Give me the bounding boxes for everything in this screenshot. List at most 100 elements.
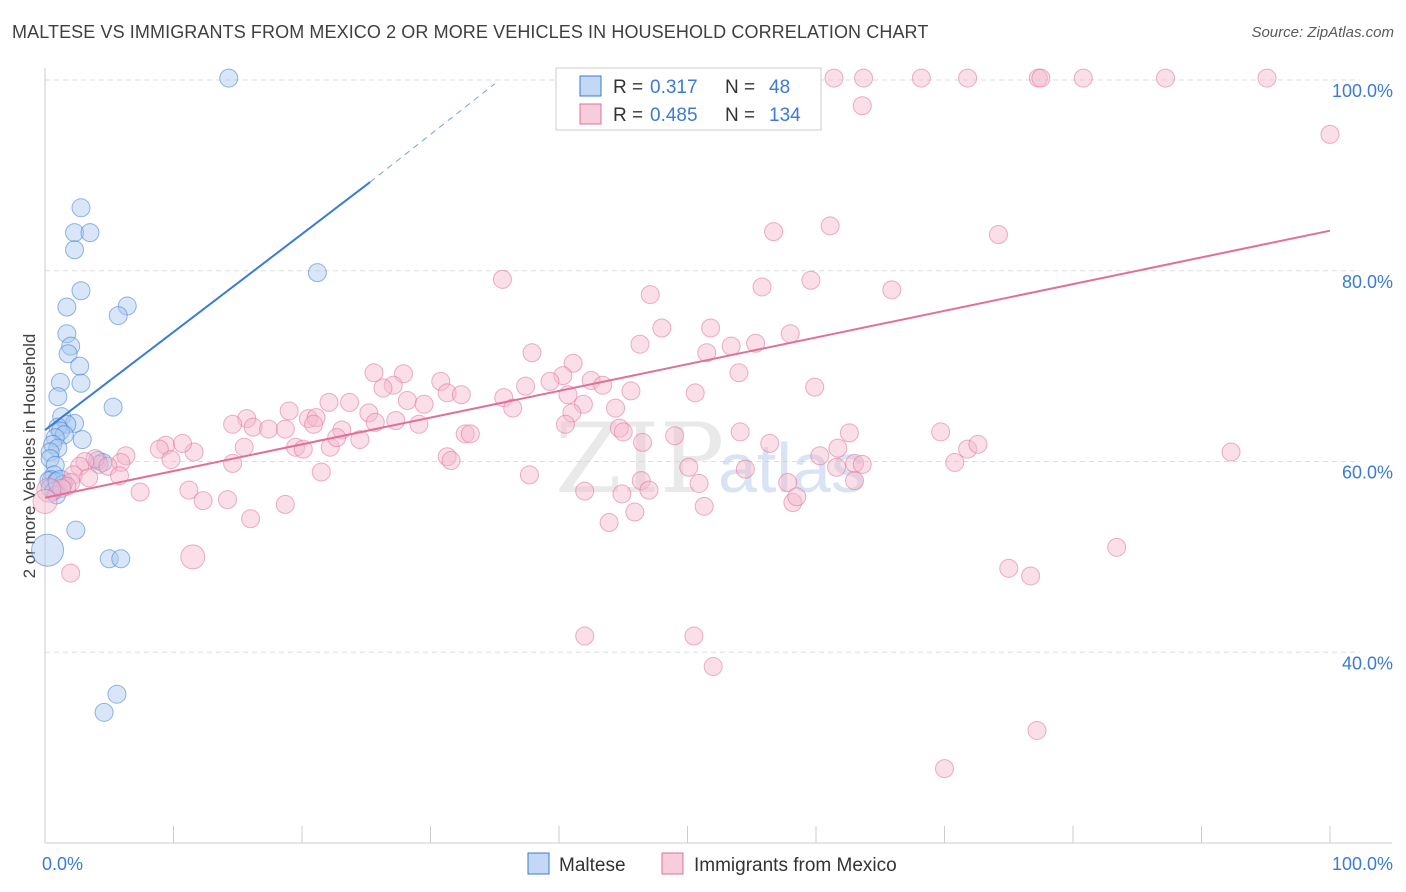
maltese-point	[99, 549, 119, 569]
mexico-point	[63, 465, 83, 485]
mexico-point	[503, 398, 523, 418]
mexico-point	[431, 371, 451, 391]
mexico-point	[1027, 720, 1047, 740]
mexico-point	[364, 363, 384, 383]
maltese-point	[80, 223, 100, 243]
maltese-trend-line	[44, 181, 371, 431]
mexico-point	[223, 414, 243, 434]
maltese-point	[72, 430, 92, 450]
mexico-point	[827, 457, 847, 477]
mexico-point	[61, 563, 81, 583]
mexico-point	[999, 558, 1019, 578]
maltese-point	[43, 434, 63, 454]
mexico-point	[824, 68, 844, 88]
mexico-point	[180, 544, 206, 570]
mexico-point	[593, 375, 613, 395]
mexico-point	[1107, 537, 1127, 557]
mexico-point	[988, 225, 1008, 245]
legend-swatch-maltese	[527, 852, 550, 875]
mexico-point	[783, 493, 803, 513]
mexico-point	[828, 438, 848, 458]
mexico-point	[359, 403, 379, 423]
mexico-point	[752, 277, 772, 297]
mexico-point	[839, 423, 859, 443]
mexico-point	[437, 447, 457, 467]
mexico-point	[599, 513, 619, 533]
mexico-point	[621, 381, 641, 401]
mexico-point	[945, 452, 965, 472]
mexico-point	[882, 280, 902, 300]
mexico-point	[563, 353, 583, 373]
mexico-point	[968, 434, 988, 454]
legend-label-mexico: Immigrants from Mexico	[694, 855, 897, 876]
mexico-point	[911, 68, 931, 88]
mexico-point	[519, 465, 539, 485]
chart-title: MALTESE VS IMMIGRANTS FROM MEXICO 2 OR M…	[12, 22, 929, 42]
stats-n-label: N =	[725, 77, 755, 98]
mexico-point	[304, 414, 324, 434]
mexico-point	[801, 270, 821, 290]
mexico-point	[652, 318, 672, 338]
mexico-point	[633, 432, 653, 452]
mexico-point	[451, 385, 471, 405]
stats-n-label: N =	[725, 105, 755, 126]
mexico-point	[193, 491, 213, 511]
mexico-point	[640, 285, 660, 305]
mexico-point	[852, 454, 872, 474]
mexico-point	[243, 417, 263, 437]
mexico-point	[460, 424, 480, 444]
maltese-trend-extension	[369, 83, 496, 183]
maltese-point	[111, 549, 131, 569]
mexico-point	[319, 392, 339, 412]
stats-swatch-maltese	[579, 75, 602, 97]
mexico-point	[275, 494, 295, 514]
maltese-point	[94, 702, 114, 722]
mexico-point	[931, 422, 951, 442]
mexico-point	[553, 366, 573, 386]
legend-swatch-mexico	[661, 852, 684, 875]
mexico-point	[540, 371, 560, 391]
mexico-point	[685, 383, 705, 403]
mexico-point	[1320, 124, 1340, 144]
mexico-point	[701, 318, 721, 338]
mexico-point	[787, 487, 807, 507]
mexico-point	[679, 457, 699, 477]
mexico-point	[630, 334, 650, 354]
mexico-point	[575, 481, 595, 501]
y-tick-label: 60.0%	[1342, 463, 1393, 483]
stats-r-label: R =	[613, 105, 643, 126]
mexico-point	[1021, 566, 1041, 586]
maltese-point	[66, 520, 86, 540]
mexico-point	[746, 333, 766, 353]
mexico-point	[350, 430, 370, 450]
mexico-point	[694, 496, 714, 516]
mexico-point	[810, 446, 830, 466]
stats-n-value: 134	[769, 105, 801, 126]
mexico-point	[735, 459, 755, 479]
mexico-point	[958, 68, 978, 88]
mexico-point	[764, 222, 784, 242]
mexico-point	[721, 336, 741, 356]
mexico-point	[217, 490, 237, 510]
mexico-point	[631, 471, 651, 491]
mexico-point	[575, 626, 595, 646]
maltese-point	[108, 306, 128, 326]
mexico-trend-line	[44, 229, 1331, 499]
mexico-point	[340, 392, 360, 412]
stats-r-value: 0.485	[650, 105, 698, 126]
maltese-point	[71, 281, 91, 301]
mexico-point	[172, 433, 192, 453]
mexico-point	[130, 482, 150, 502]
maltese-point	[107, 684, 127, 704]
legend-label-maltese: Maltese	[559, 855, 626, 876]
mexico-point	[522, 343, 542, 363]
mexico-point	[79, 468, 99, 488]
maltese-point	[48, 387, 68, 407]
source-label: Source: ZipAtlas.com	[1251, 24, 1394, 41]
mexico-point	[606, 398, 626, 418]
mexico-point	[1257, 68, 1277, 88]
mexico-point	[625, 502, 645, 522]
maltese-point	[57, 324, 77, 344]
mexico-point	[116, 446, 136, 466]
